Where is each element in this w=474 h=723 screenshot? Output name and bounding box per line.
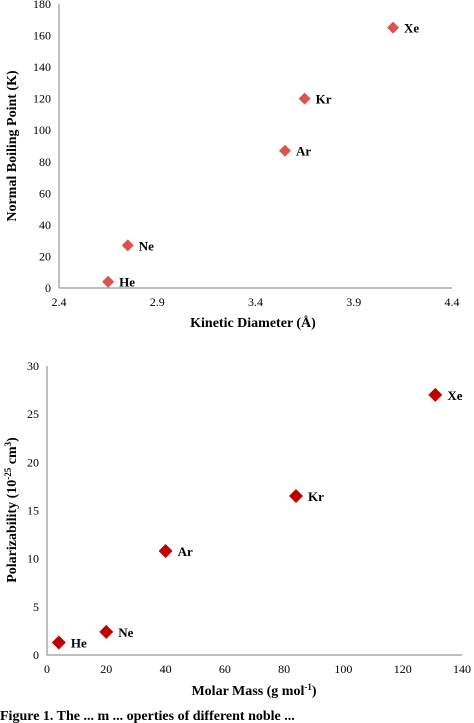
data-point-xe xyxy=(428,387,443,402)
y-tick-label: 40 xyxy=(39,218,51,232)
data-points: He Ne Ar Kr Xe xyxy=(51,387,463,650)
point-label-xe: Xe xyxy=(404,21,419,36)
data-point-ar xyxy=(278,144,291,157)
data-point-xe xyxy=(387,21,400,34)
y-tick-label: 160 xyxy=(33,29,51,43)
x-tick-label: 3.9 xyxy=(346,295,361,309)
point-label-ar: Ar xyxy=(296,144,311,159)
x-tick-label: 20 xyxy=(100,662,112,676)
x-tick-label: 140 xyxy=(453,662,471,676)
x-axis-title: Kinetic Diameter (Å) xyxy=(190,315,316,331)
figure-caption: Figure 1. The ... m ... operties of diff… xyxy=(0,709,295,723)
y-tick-label: 10 xyxy=(27,552,39,566)
x-tick-label: 100 xyxy=(334,662,352,676)
x-tick-label: 2.9 xyxy=(150,295,165,309)
point-label-kr: Kr xyxy=(316,92,332,107)
data-point-kr xyxy=(298,92,311,105)
y-tick-label: 140 xyxy=(33,60,51,74)
x-tick-labels: 2.4 2.9 3.4 3.9 4.4 xyxy=(52,295,460,309)
data-point-ne xyxy=(99,624,114,639)
chart-boiling-point: 0 20 40 60 80 100 120 140 160 180 2.4 2.9 3.4 3.9 4.4… xyxy=(5,0,460,331)
y-tick-label: 30 xyxy=(27,359,39,373)
x-tick-label: 3.4 xyxy=(248,295,263,309)
data-point-he xyxy=(102,275,115,288)
y-tick-label: 25 xyxy=(27,407,39,421)
point-label-xe: Xe xyxy=(447,388,462,403)
chart-polarizability: 0 5 10 15 20 25 30 0 20 40 60 80 100 120 140 He Ne Ar Kr… xyxy=(3,359,471,699)
y-tick-label: 5 xyxy=(33,600,39,614)
y-tick-label: 100 xyxy=(33,123,51,137)
point-label-ne: Ne xyxy=(118,625,133,640)
y-tick-label: 60 xyxy=(39,186,51,200)
data-point-ne xyxy=(121,239,134,252)
x-tick-label: 120 xyxy=(394,662,412,676)
x-tick-label: 2.4 xyxy=(52,295,67,309)
x-tick-label: 80 xyxy=(278,662,290,676)
point-label-ne: Ne xyxy=(139,238,154,253)
y-tick-label: 180 xyxy=(33,0,51,11)
x-axis-title: Molar Mass (g mol-1) xyxy=(191,682,316,699)
point-label-kr: Kr xyxy=(308,489,324,504)
y-tick-labels: 0 20 40 60 80 100 120 140 160 180 xyxy=(33,0,51,295)
y-tick-label: 0 xyxy=(45,281,51,295)
y-tick-label: 120 xyxy=(33,92,51,106)
y-tick-label: 20 xyxy=(27,455,39,469)
x-tick-label: 0 xyxy=(44,662,50,676)
x-tick-label: 40 xyxy=(160,662,172,676)
data-point-kr xyxy=(289,489,303,504)
y-tick-label: 80 xyxy=(39,155,51,169)
data-point-he xyxy=(51,635,66,650)
point-label-he: He xyxy=(119,275,135,290)
y-tick-label: 20 xyxy=(39,249,51,263)
y-tick-labels: 0 5 10 15 20 25 30 xyxy=(27,359,39,662)
point-label-he: He xyxy=(71,635,87,650)
y-axis-title: Normal Boiling Point (K) xyxy=(5,70,20,222)
data-points: He Ne Ar Kr Xe xyxy=(102,21,419,290)
x-tick-label: 4.4 xyxy=(445,295,460,309)
x-tick-labels: 0 20 40 60 80 100 120 140 xyxy=(44,662,471,676)
y-axis-title: Polarizability (10-25 cm3) xyxy=(3,437,20,583)
y-tick-label: 0 xyxy=(33,648,39,662)
point-label-ar: Ar xyxy=(178,544,193,559)
y-tick-label: 15 xyxy=(27,504,39,518)
x-tick-label: 60 xyxy=(219,662,231,676)
data-point-ar xyxy=(158,543,173,558)
